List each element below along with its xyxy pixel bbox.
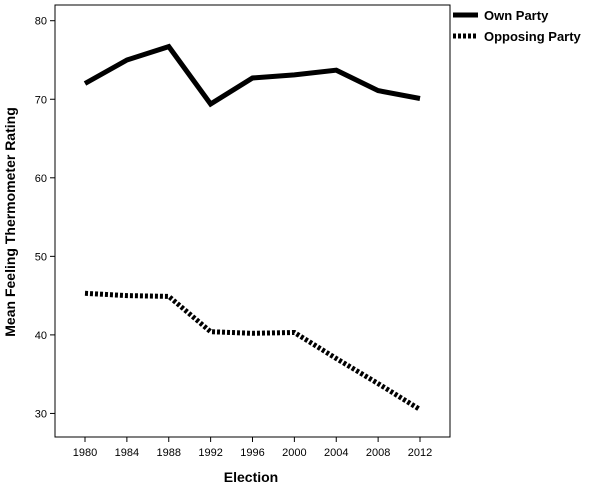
x-tick-label: 2004 [324,447,348,459]
y-tick-label: 40 [35,330,47,342]
series-line-own-party [83,43,421,108]
x-tick-label: 1992 [198,447,222,459]
series-line-opposing-party [84,290,422,412]
x-tick-label: 2008 [366,447,390,459]
x-tick-label: 2000 [282,447,306,459]
legend-label: Own Party [484,8,549,23]
x-tick-label: 1988 [157,447,181,459]
y-tick-label: 70 [35,94,47,106]
y-tick-label: 30 [35,408,47,420]
x-tick-label: 1984 [115,447,139,459]
axes: 30 40 50 60 70 80 1980 1984 1988 1992 1996 2000 2004… [35,4,451,459]
x-tick-label: 1980 [73,447,97,459]
x-tick-label: 1996 [240,447,264,459]
y-tick-label: 60 [35,173,47,185]
y-tick-label: 80 [35,16,47,28]
x-axis-title: Election [224,469,278,485]
legend-label: Opposing Party [484,29,582,44]
series-layer [83,43,422,412]
y-axis-title: Mean Feeling Thermometer Rating [2,107,18,336]
x-tick-label: 2012 [408,447,432,459]
y-tick-label: 50 [35,251,47,263]
legend: Own Party Opposing Party [453,8,582,44]
